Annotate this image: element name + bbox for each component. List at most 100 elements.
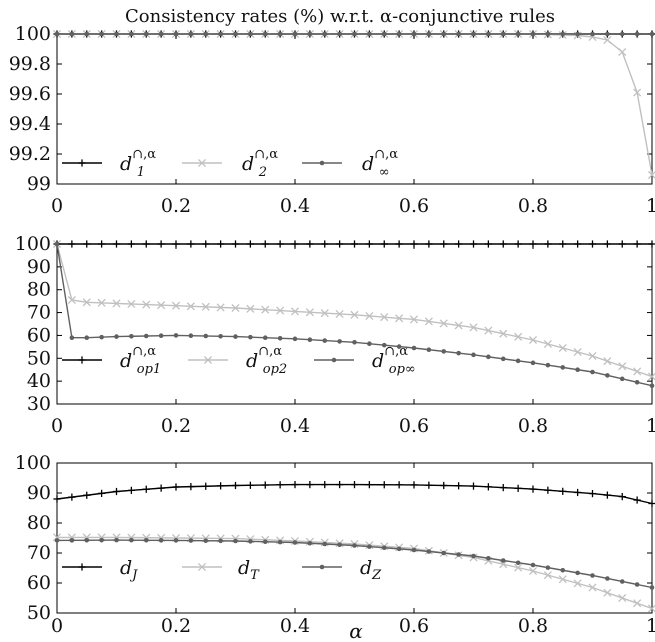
data-point	[426, 549, 432, 554]
data-point	[544, 240, 552, 248]
data-point	[203, 31, 209, 37]
data-point	[573, 579, 582, 588]
data-point	[633, 240, 641, 248]
data-point	[515, 31, 521, 37]
data-point	[395, 481, 403, 489]
data-point	[84, 335, 90, 341]
data-point	[469, 482, 478, 490]
data-point	[486, 31, 491, 37]
data-point	[543, 571, 552, 580]
data-point	[203, 333, 209, 339]
data-point	[471, 352, 476, 358]
legend-label: dT	[238, 557, 260, 583]
data-point	[291, 240, 299, 248]
x-tick-label: 0.4	[280, 615, 310, 637]
data-point	[201, 302, 210, 311]
x-tick-label: 0.6	[399, 615, 429, 637]
data-point	[99, 31, 104, 37]
data-point	[486, 555, 491, 561]
data-point	[381, 545, 387, 551]
series-0	[53, 240, 655, 248]
data-point	[486, 354, 491, 360]
data-point	[365, 481, 373, 489]
data-point	[456, 350, 461, 356]
data-point	[54, 241, 60, 247]
data-point	[633, 88, 642, 97]
data-point	[112, 240, 121, 248]
data-point	[367, 341, 372, 347]
data-point	[603, 240, 611, 248]
data-point	[218, 333, 223, 339]
data-point	[98, 240, 106, 248]
data-point	[484, 483, 492, 491]
x-tick-label: 0	[51, 195, 63, 217]
data-point	[424, 317, 433, 326]
data-point	[261, 240, 269, 248]
data-point	[411, 31, 417, 37]
x-tick-label: 1	[646, 195, 655, 217]
data-point	[396, 344, 402, 349]
data-point	[158, 333, 164, 339]
series-1	[52, 239, 655, 381]
data-point	[456, 552, 461, 557]
data-point	[558, 575, 567, 584]
data-point	[114, 537, 119, 543]
data-point	[321, 481, 329, 489]
data-point	[484, 240, 492, 248]
data-point	[143, 537, 149, 543]
data-point	[395, 314, 404, 323]
data-point	[469, 240, 478, 248]
data-point	[248, 31, 253, 37]
data-point	[277, 31, 283, 37]
data-point	[440, 481, 448, 490]
data-point	[588, 490, 597, 498]
data-point	[127, 240, 135, 248]
data-point	[396, 31, 402, 37]
legend-marker	[197, 158, 207, 168]
data-point	[588, 351, 597, 361]
data-point	[411, 345, 417, 351]
x-tick-label: 0.2	[161, 195, 191, 217]
data-point	[84, 537, 90, 543]
data-point	[187, 483, 195, 491]
data-point	[560, 567, 566, 573]
panel-top: 0 0.2 0.4 0.6 0.8 1 99 99.2 99.4 99.6 99.8 100 d∩,α 1…	[9, 23, 655, 217]
legend-label: d∩,α op1	[120, 344, 161, 377]
data-point	[605, 576, 610, 581]
data-point	[82, 298, 91, 307]
data-point	[350, 310, 359, 319]
data-point	[69, 31, 75, 37]
x-tick-label: 0.8	[518, 195, 548, 217]
data-point	[142, 240, 150, 248]
data-point	[158, 31, 164, 37]
data-point	[380, 240, 388, 248]
data-point	[291, 481, 299, 489]
series-2	[54, 537, 655, 590]
data-point	[455, 240, 463, 248]
data-point	[634, 379, 640, 385]
data-point	[396, 546, 402, 552]
data-point	[544, 486, 552, 494]
legend-marker	[78, 356, 86, 364]
legend-marker	[78, 159, 86, 167]
data-point	[173, 333, 179, 338]
legend-label: dJ	[120, 557, 138, 583]
data-point	[647, 372, 655, 381]
y-tick-label: 99.8	[9, 53, 51, 75]
data-point	[352, 543, 357, 548]
data-point	[186, 302, 195, 311]
series-0	[53, 481, 655, 508]
data-point	[233, 31, 238, 37]
data-point	[187, 240, 195, 248]
data-point	[67, 295, 76, 305]
y-tick-label: 99.2	[9, 143, 51, 165]
y-tick-label: 100	[15, 452, 51, 474]
data-point	[261, 305, 270, 314]
data-point	[410, 481, 418, 489]
data-point	[574, 488, 582, 497]
data-point	[439, 319, 448, 328]
data-point	[409, 315, 419, 324]
data-point	[529, 240, 537, 248]
legend-entry: d∩,α ∞	[302, 147, 398, 180]
data-point	[246, 304, 255, 313]
